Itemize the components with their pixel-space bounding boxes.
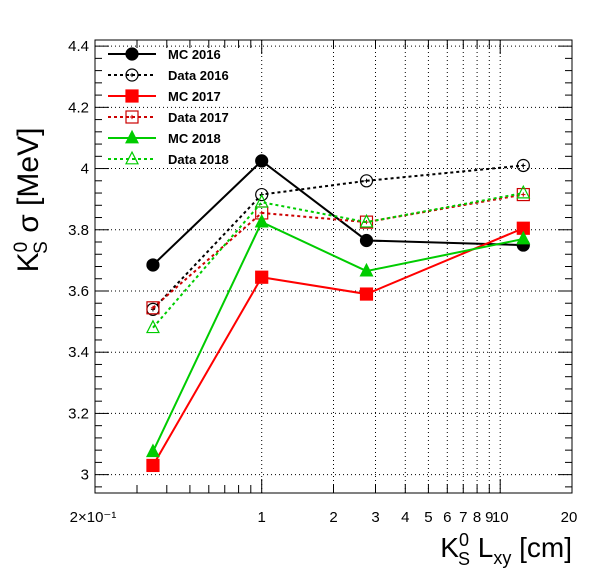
y-tick-label: 3.2	[68, 405, 89, 422]
legend-marker	[125, 129, 139, 144]
legend-entry: MC 2018	[108, 129, 221, 146]
x-tick-label: 10	[492, 509, 509, 526]
data-point	[516, 158, 530, 173]
y-tick-label: 3	[81, 467, 89, 484]
data-point	[359, 174, 374, 188]
data-point	[146, 258, 160, 272]
series-line	[152, 159, 524, 266]
data-point	[255, 187, 269, 202]
legend-marker	[125, 110, 139, 124]
series-mc-2018	[145, 213, 531, 458]
legend-label: MC 2016	[168, 47, 221, 62]
x-tick-label: 7	[459, 509, 467, 526]
y-tick-label: 3.6	[68, 283, 89, 300]
legend-entry: Data 2018	[108, 150, 229, 167]
data-point	[359, 287, 374, 301]
data-point	[359, 213, 374, 228]
series-line	[152, 227, 524, 466]
legend-entry: Data 2016	[108, 68, 229, 83]
y-tick-label: 3.4	[68, 344, 89, 361]
series-data-2017	[146, 187, 530, 315]
data-point	[359, 262, 374, 277]
legend-label: MC 2017	[168, 89, 221, 104]
series-data-2016	[146, 158, 530, 316]
series-line	[152, 220, 524, 453]
data-point	[255, 270, 269, 284]
series-line	[152, 193, 524, 309]
data-point	[516, 230, 531, 245]
legend-marker	[125, 89, 139, 103]
x-tick-label: 9	[485, 509, 493, 526]
data-point	[146, 458, 160, 473]
x-tick-label: 1	[258, 509, 266, 526]
legend-marker	[125, 68, 139, 82]
series-mc-2016	[146, 154, 530, 272]
data-point	[516, 184, 531, 199]
legend-marker	[125, 150, 139, 165]
series-layer	[145, 154, 531, 473]
x-tick-label: 20	[561, 509, 578, 526]
x-axis-title: K0 S Lxy [cm]	[440, 530, 572, 569]
legend-entry: MC 2017	[108, 89, 221, 104]
y-tick-label: 4.4	[68, 38, 89, 55]
y-tick-label: 3.8	[68, 222, 89, 239]
series-mc-2017	[146, 221, 530, 473]
x-tick-label: 6	[443, 509, 451, 526]
legend-entry: MC 2016	[108, 47, 221, 62]
legend-label: MC 2018	[168, 131, 221, 146]
legend-entry: Data 2017	[108, 110, 229, 125]
data-point	[146, 301, 160, 315]
data-point	[145, 443, 160, 458]
legend-marker	[125, 47, 139, 61]
y-tick-label: 4.2	[68, 99, 89, 116]
x-tick-label: 8	[473, 509, 481, 526]
legend-label: Data 2017	[168, 110, 229, 125]
x-tick-label: 4	[401, 509, 409, 526]
x-tick-label: 2	[329, 509, 337, 526]
series-line	[152, 164, 524, 311]
x-tick-label: 3	[371, 509, 379, 526]
legend: MC 2016 Data 2016 MC 2017 Data 2017 MC 2018 D…	[108, 47, 229, 167]
legend-label: Data 2018	[168, 152, 229, 167]
data-point	[254, 194, 269, 208]
series-data-2018	[145, 184, 531, 334]
data-point	[359, 233, 374, 248]
data-point	[254, 213, 269, 228]
data-point	[145, 319, 160, 334]
data-point	[255, 154, 269, 168]
y-axis-title: K0S σ [MeV]	[11, 128, 52, 273]
x-tick-label: 2×10⁻¹	[70, 509, 117, 526]
y-tick-label: 4	[81, 161, 89, 178]
legend-label: Data 2016	[168, 68, 229, 83]
x-tick-label: 5	[424, 509, 432, 526]
